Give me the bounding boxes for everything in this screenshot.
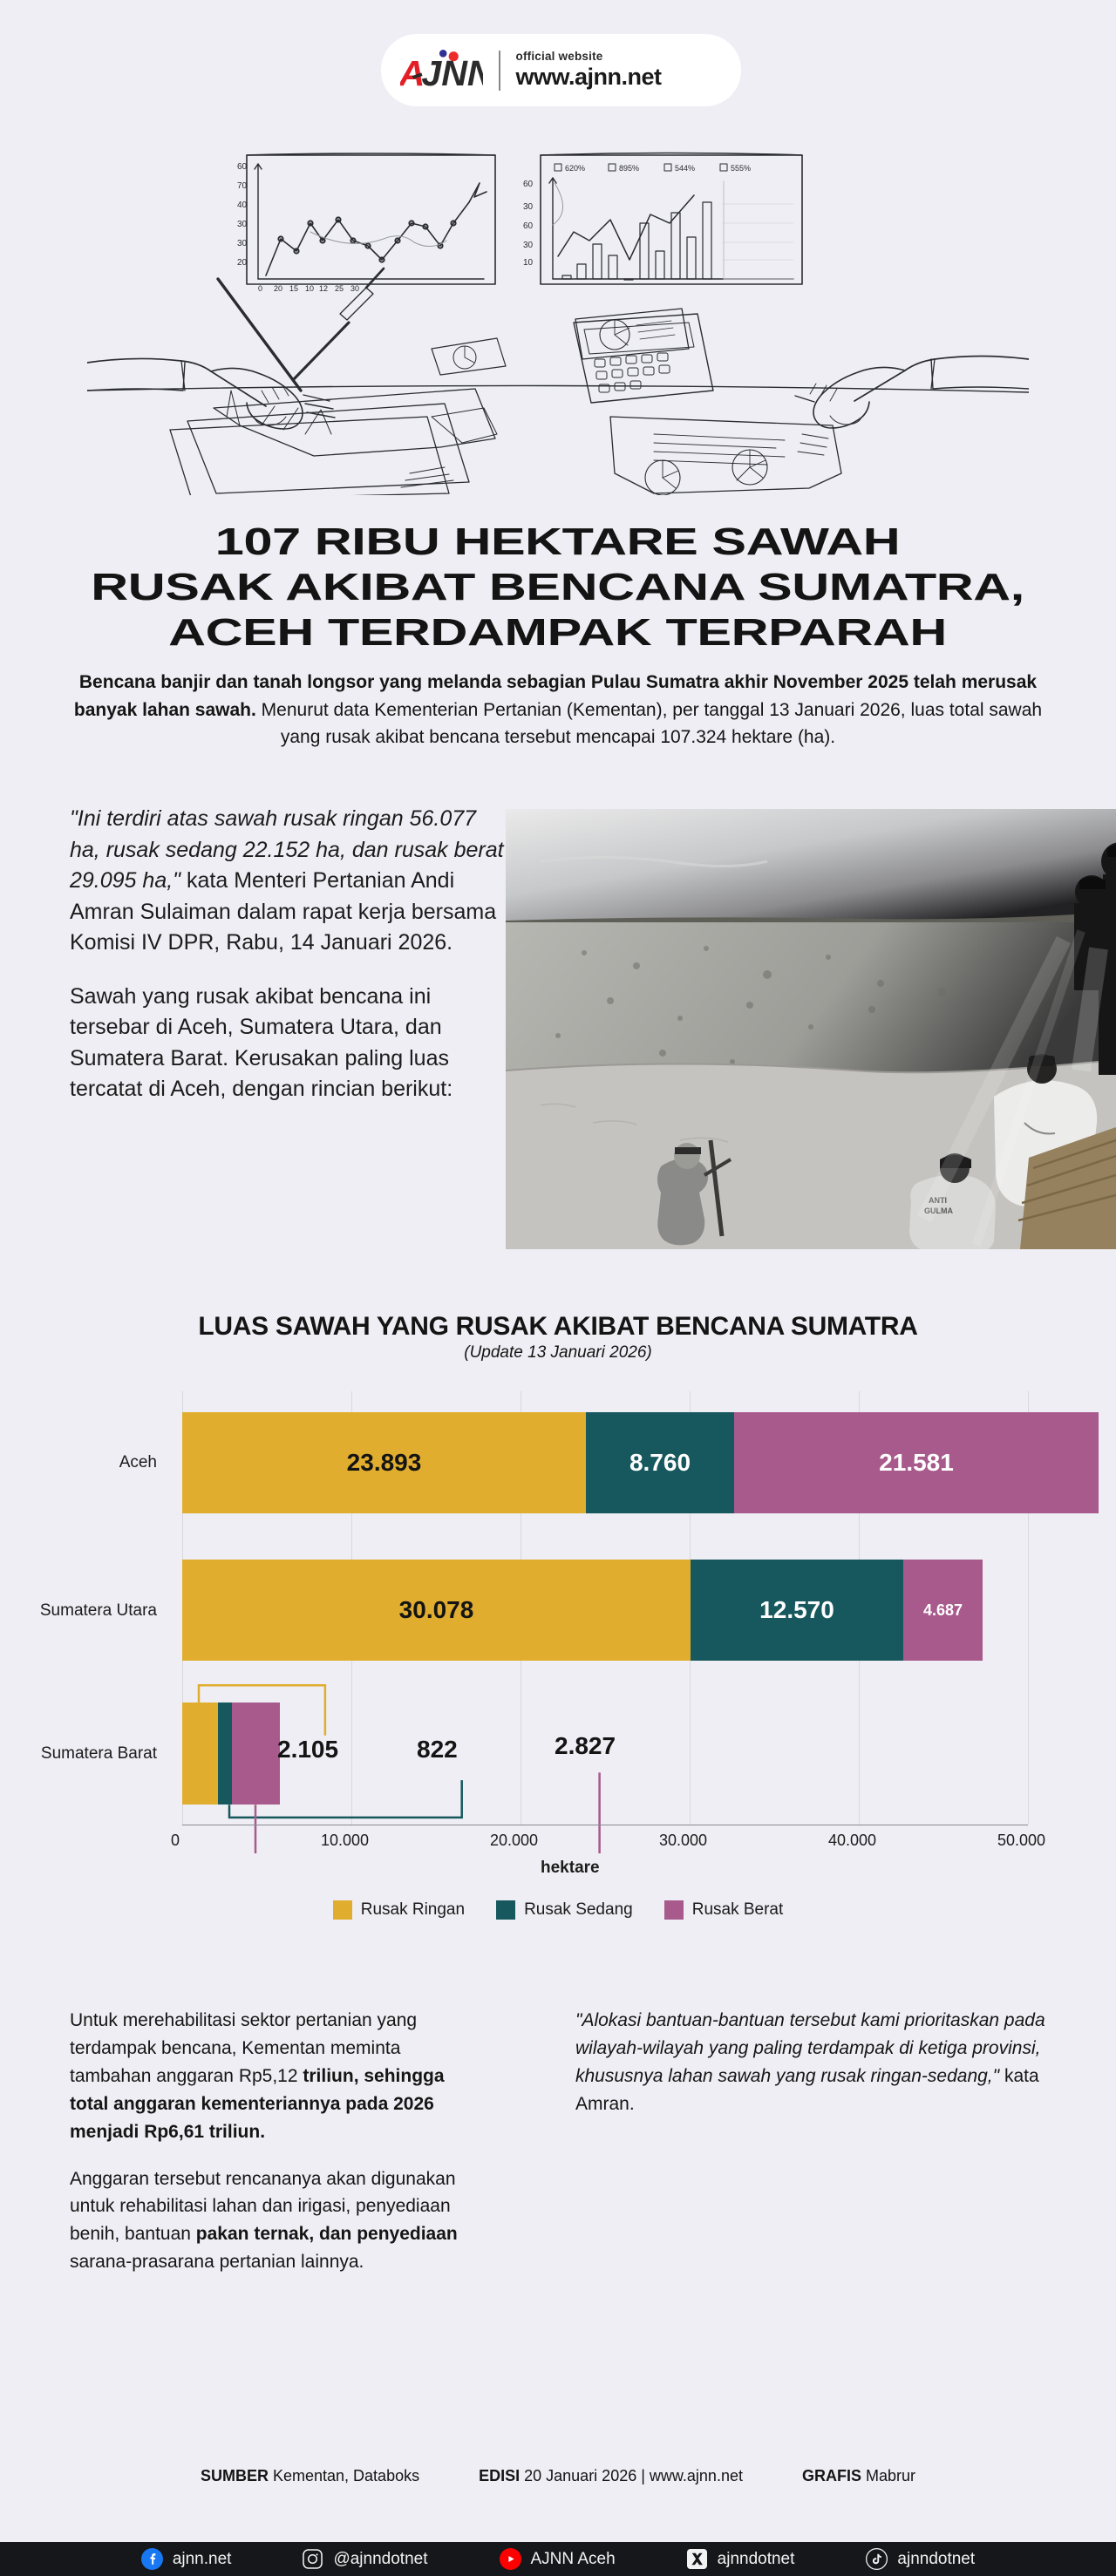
svg-text:895%: 895% [619, 164, 639, 173]
svg-text:30: 30 [523, 202, 534, 212]
svg-text:60: 60 [237, 162, 248, 172]
svg-text:544%: 544% [675, 164, 695, 173]
svg-text:20: 20 [237, 258, 248, 268]
svg-text:10: 10 [305, 284, 314, 293]
svg-text:JNN: JNN [421, 53, 483, 92]
svg-text:15: 15 [289, 284, 298, 293]
svg-text:25: 25 [335, 284, 344, 293]
svg-text:0: 0 [258, 284, 262, 293]
svg-text:12: 12 [319, 284, 328, 293]
svg-text:30: 30 [237, 220, 248, 229]
svg-text:555%: 555% [731, 164, 751, 173]
svg-text:60: 60 [523, 221, 534, 231]
svg-text:20: 20 [274, 284, 282, 293]
svg-text:10: 10 [523, 258, 534, 268]
svg-text:30: 30 [237, 239, 248, 248]
svg-text:30: 30 [523, 241, 534, 250]
svg-text:70: 70 [237, 181, 248, 191]
svg-text:60: 60 [523, 180, 534, 189]
svg-text:620%: 620% [565, 164, 585, 173]
svg-text:40: 40 [237, 201, 248, 210]
svg-text:30: 30 [350, 284, 359, 293]
